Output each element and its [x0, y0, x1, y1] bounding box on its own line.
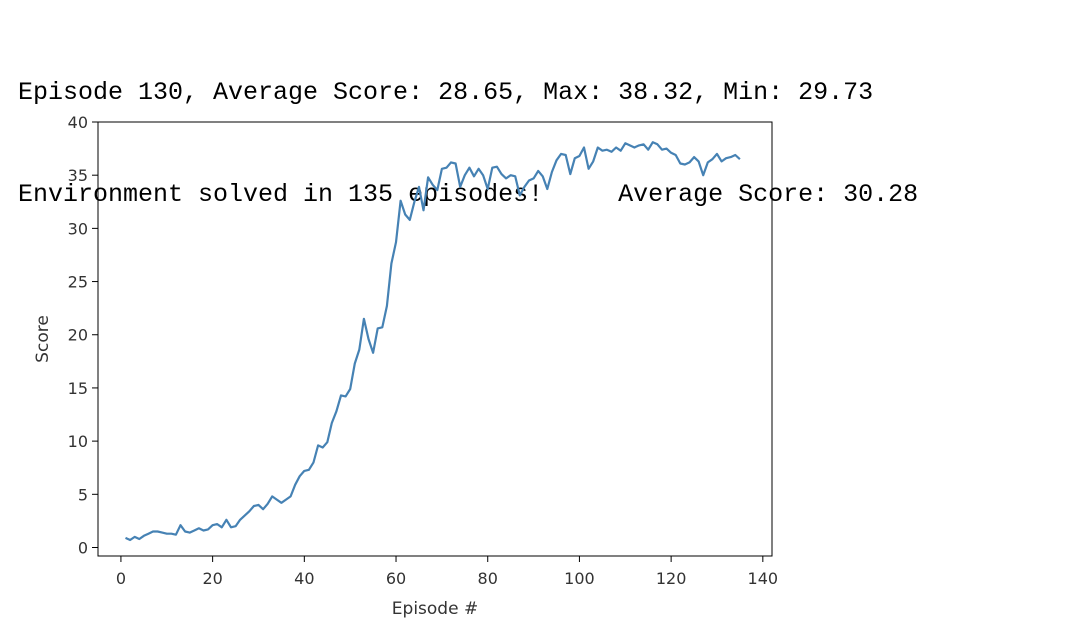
x-tick-label: 80: [478, 569, 498, 588]
x-tick-label: 40: [294, 569, 314, 588]
y-tick-label: 20: [68, 326, 88, 345]
y-tick-label: 0: [78, 538, 88, 557]
y-tick-label: 5: [78, 485, 88, 504]
x-tick-label: 120: [656, 569, 687, 588]
x-axis: 0 20 40 60 80 100 120 140: [116, 556, 778, 588]
console-output: Episode 130, Average Score: 28.65, Max: …: [18, 8, 918, 246]
y-tick-label: 30: [68, 219, 88, 238]
x-tick-label: 60: [386, 569, 406, 588]
x-tick-label: 140: [748, 569, 779, 588]
x-axis-label: Episode #: [392, 599, 478, 619]
score-series-line: [125, 141, 741, 542]
y-axis-label: Score: [33, 315, 53, 363]
console-line-solved: Environment solved in 135 episodes! Aver…: [18, 180, 919, 209]
y-tick-label: 10: [68, 432, 88, 451]
y-tick-label: 35: [68, 166, 88, 185]
y-tick-label: 25: [68, 273, 88, 292]
y-tick-label: 15: [68, 379, 88, 398]
console-line-episode: Episode 130, Average Score: 28.65, Max: …: [18, 78, 874, 107]
plot-area: [125, 141, 741, 542]
x-tick-label: 20: [202, 569, 222, 588]
axes-frame: [97, 121, 773, 557]
y-axis: 0 5 10 15 20 25 30 35 40: [68, 113, 98, 557]
x-tick-label: 100: [564, 569, 595, 588]
y-tick-label: 40: [68, 113, 88, 132]
x-tick-label: 0: [116, 569, 126, 588]
